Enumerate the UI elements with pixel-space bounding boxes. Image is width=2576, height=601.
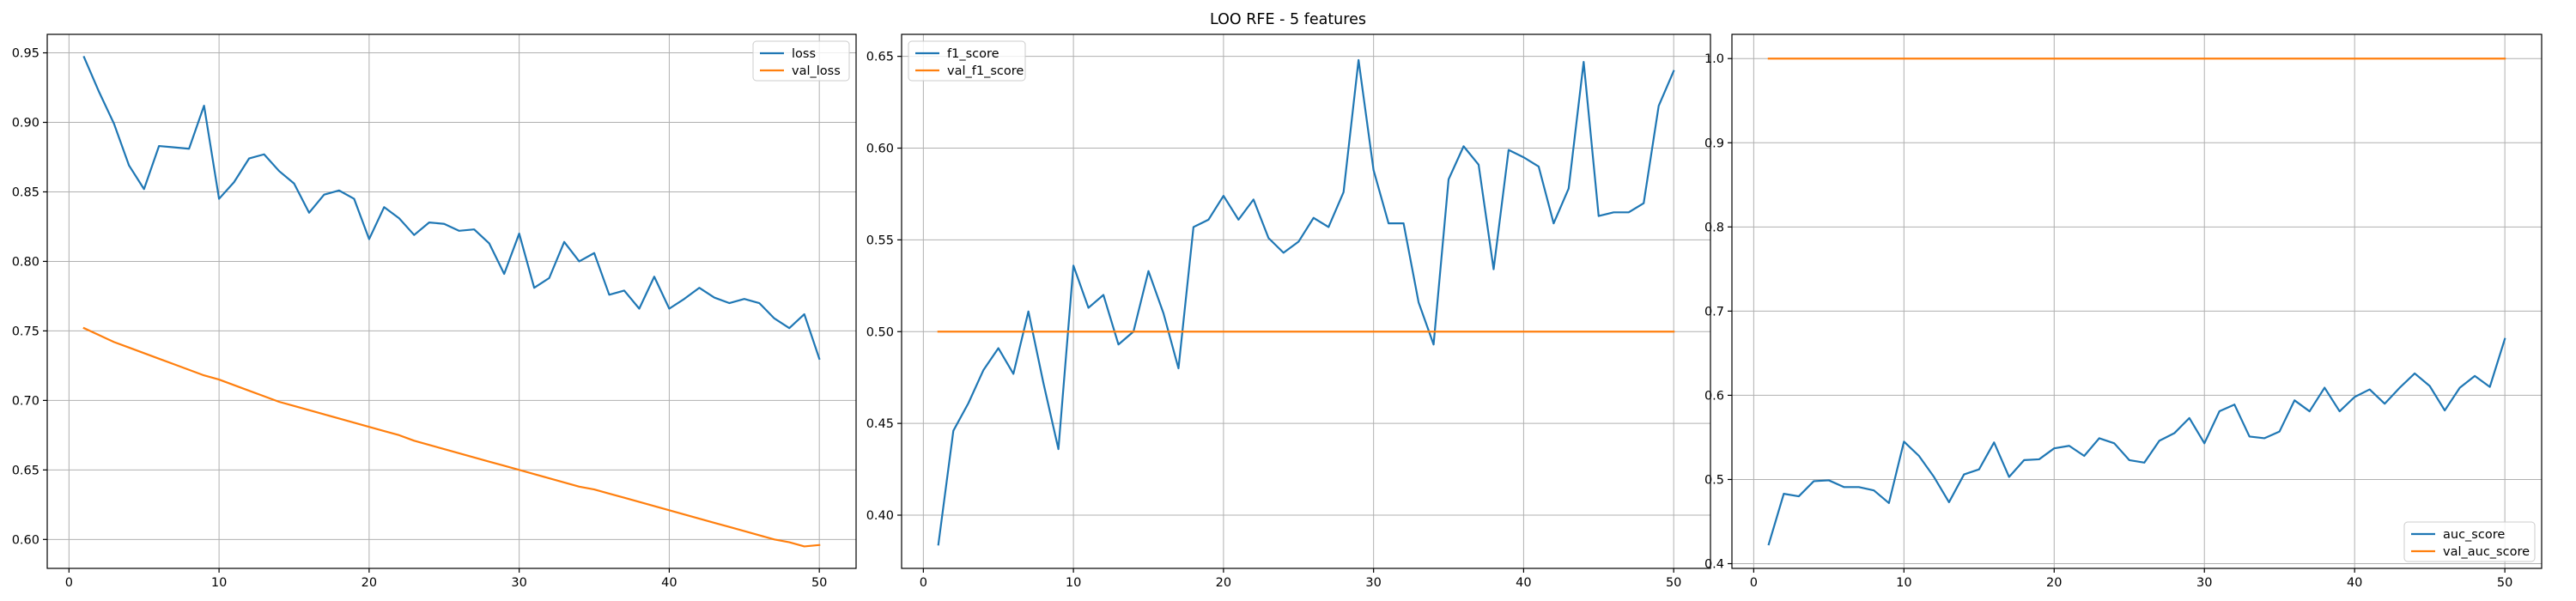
subplot-auc-score: 0 10 20 30 40 50 0.4 0.5 0.6 0.7 0.8 0.9 1.0 auc_scor… <box>1704 33 2543 590</box>
x-tick-label-f1-score-5: 50 <box>1666 576 1681 590</box>
x-tick-label-f1-score-0: 0 <box>920 576 927 590</box>
x-tick-label-loss-4: 40 <box>661 576 677 590</box>
subplot-loss: 0 10 20 30 40 50 0.60 0.65 0.70 0.75 0.80 0.85 0.90 0… <box>12 33 857 590</box>
subplot-f1-score: 0 10 20 30 40 50 0.40 0.45 0.50 0.55 0.60 0.65 f1_sc… <box>866 33 1711 590</box>
x-tick-label-auc-score-3: 30 <box>2196 576 2212 590</box>
legend-label-loss: loss <box>792 47 816 61</box>
x-tick-label-loss-5: 50 <box>811 576 827 590</box>
series-line-val-loss <box>82 326 821 548</box>
y-tick-label-f1-score-1: 0.45 <box>866 417 894 431</box>
y-tick-label-auc-score-5: 0.9 <box>1704 137 1724 150</box>
axes-frame-auc-score <box>1731 33 2543 569</box>
x-tick-label-f1-score-1: 10 <box>1066 576 1081 590</box>
x-tick-label-auc-score-4: 40 <box>2347 576 2362 590</box>
y-tick-label-f1-score-4: 0.60 <box>866 143 894 156</box>
y-tick-label-loss-3: 0.75 <box>12 325 39 338</box>
y-tick-label-f1-score-5: 0.65 <box>866 51 894 64</box>
x-tick-label-f1-score-3: 30 <box>1365 576 1381 590</box>
y-tick-label-loss-0: 0.60 <box>12 533 39 547</box>
y-tick-label-auc-score-0: 0.4 <box>1704 558 1724 572</box>
y-tick-label-loss-6: 0.90 <box>12 117 39 131</box>
y-tick-label-loss-1: 0.65 <box>12 464 39 477</box>
legend-label-val-f1-score: val_f1_score <box>947 64 1024 78</box>
y-tick-label-f1-score-0: 0.40 <box>866 509 894 523</box>
axes-frame-f1-score <box>901 33 1711 569</box>
y-tick-label-auc-score-1: 0.5 <box>1704 473 1724 487</box>
legend-label-f1-score: f1_score <box>947 47 999 61</box>
legend-frame <box>2403 521 2536 562</box>
y-tick-label-auc-score-3: 0.7 <box>1704 305 1724 319</box>
x-tick-label-loss-2: 20 <box>361 576 377 590</box>
figure-suptitle: LOO RFE - 5 features <box>1210 11 1366 28</box>
x-tick-label-auc-score-2: 20 <box>2046 576 2062 590</box>
legend-f1-score: f1_score val_f1_score <box>908 40 1026 82</box>
legend-label-auc-score: auc_score <box>2443 528 2505 542</box>
x-tick-label-loss-1: 10 <box>211 576 227 590</box>
legend-loss: loss val_loss <box>752 40 850 82</box>
y-tick-label-auc-score-6: 1.0 <box>1704 52 1724 66</box>
series-line-loss <box>82 55 821 361</box>
y-tick-label-loss-2: 0.70 <box>12 394 39 408</box>
y-tick-label-loss-4: 0.80 <box>12 255 39 269</box>
series-line-f1-score <box>937 58 1675 546</box>
y-tick-label-f1-score-3: 0.55 <box>866 234 894 247</box>
y-tick-label-f1-score-2: 0.50 <box>866 325 894 339</box>
axes-frame-loss <box>46 33 857 569</box>
x-tick-label-loss-3: 30 <box>511 576 526 590</box>
series-line-auc-score <box>1767 337 2506 546</box>
y-tick-label-loss-5: 0.85 <box>12 185 39 199</box>
x-tick-label-auc-score-5: 50 <box>2497 576 2512 590</box>
legend-label-val-auc-score: val_auc_score <box>2443 545 2530 559</box>
x-tick-label-auc-score-0: 0 <box>1750 576 1758 590</box>
y-tick-label-loss-7: 0.95 <box>12 47 39 61</box>
x-tick-label-f1-score-2: 20 <box>1216 576 1231 590</box>
y-tick-label-auc-score-2: 0.6 <box>1704 389 1724 403</box>
legend-label-val-loss: val_loss <box>792 64 841 78</box>
y-tick-label-auc-score-4: 0.8 <box>1704 221 1724 234</box>
x-tick-label-loss-0: 0 <box>65 576 73 590</box>
x-tick-label-f1-score-4: 40 <box>1516 576 1531 590</box>
legend-auc-score: auc_score val_auc_score <box>2403 521 2536 562</box>
x-tick-label-auc-score-1: 10 <box>1896 576 1911 590</box>
